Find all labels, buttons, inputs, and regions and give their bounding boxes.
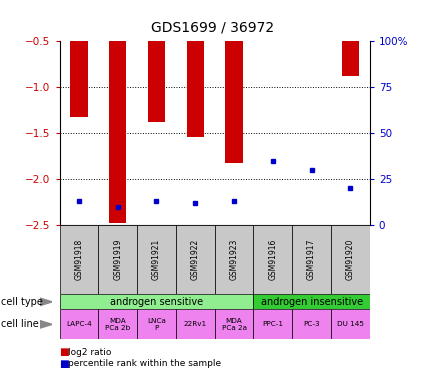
Bar (342, 41, 359, 76)
Bar (70, 41, 88, 117)
Bar (253, 225, 292, 294)
Bar (137, 309, 176, 339)
Bar (292, 309, 331, 339)
Bar (60, 225, 98, 294)
Text: GDS1699 / 36972: GDS1699 / 36972 (151, 21, 274, 34)
Bar (331, 225, 370, 294)
Text: PC-3: PC-3 (303, 321, 320, 327)
Bar (60, 309, 98, 339)
Text: GSM91919: GSM91919 (113, 239, 122, 280)
Text: MDA
PCa 2a: MDA PCa 2a (221, 318, 246, 331)
Bar (253, 294, 370, 309)
Text: GSM91922: GSM91922 (191, 239, 200, 280)
Bar (225, 41, 243, 162)
Text: 22Rv1: 22Rv1 (184, 321, 207, 327)
Text: PPC-1: PPC-1 (262, 321, 283, 327)
Text: MDA
PCa 2b: MDA PCa 2b (105, 318, 130, 331)
Text: ■: ■ (60, 359, 69, 369)
Bar (98, 309, 137, 339)
Text: androgen sensitive: androgen sensitive (110, 297, 203, 307)
Text: ■: ■ (60, 348, 69, 357)
Bar (98, 225, 137, 294)
Bar (148, 41, 165, 122)
Text: GSM91920: GSM91920 (346, 239, 355, 280)
Bar (109, 41, 126, 223)
Text: log2 ratio: log2 ratio (68, 348, 111, 357)
Bar (60, 294, 253, 309)
Text: androgen insensitive: androgen insensitive (261, 297, 363, 307)
Text: DU 145: DU 145 (337, 321, 364, 327)
Text: cell type: cell type (1, 297, 43, 307)
Bar (215, 225, 253, 294)
Text: GSM91923: GSM91923 (230, 239, 238, 280)
Bar (137, 225, 176, 294)
Text: GSM91918: GSM91918 (74, 239, 83, 280)
Bar (176, 225, 215, 294)
Polygon shape (40, 321, 52, 328)
Text: GSM91917: GSM91917 (307, 239, 316, 280)
Text: LAPC-4: LAPC-4 (66, 321, 92, 327)
Polygon shape (40, 298, 52, 306)
Text: GSM91921: GSM91921 (152, 239, 161, 280)
Bar (176, 309, 215, 339)
Bar (292, 225, 331, 294)
Bar (187, 41, 204, 137)
Bar (215, 309, 253, 339)
Text: cell line: cell line (1, 320, 39, 329)
Text: LNCa
P: LNCa P (147, 318, 166, 331)
Text: GSM91916: GSM91916 (268, 239, 277, 280)
Bar (331, 309, 370, 339)
Text: percentile rank within the sample: percentile rank within the sample (68, 359, 221, 368)
Bar (253, 309, 292, 339)
